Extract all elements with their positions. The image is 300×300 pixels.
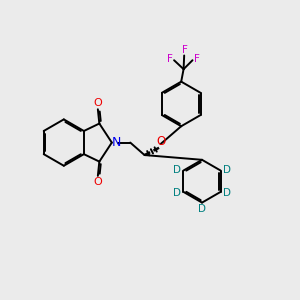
Text: F: F <box>194 54 200 64</box>
Text: O: O <box>94 177 102 187</box>
Text: D: D <box>223 165 231 175</box>
Text: D: D <box>198 204 206 214</box>
Text: F: F <box>167 54 173 64</box>
Text: O: O <box>156 135 166 148</box>
Text: D: D <box>173 165 181 175</box>
Text: D: D <box>173 188 181 197</box>
Text: N: N <box>112 136 121 149</box>
Text: D: D <box>223 188 231 197</box>
Text: O: O <box>94 98 102 108</box>
Text: F: F <box>182 45 188 56</box>
